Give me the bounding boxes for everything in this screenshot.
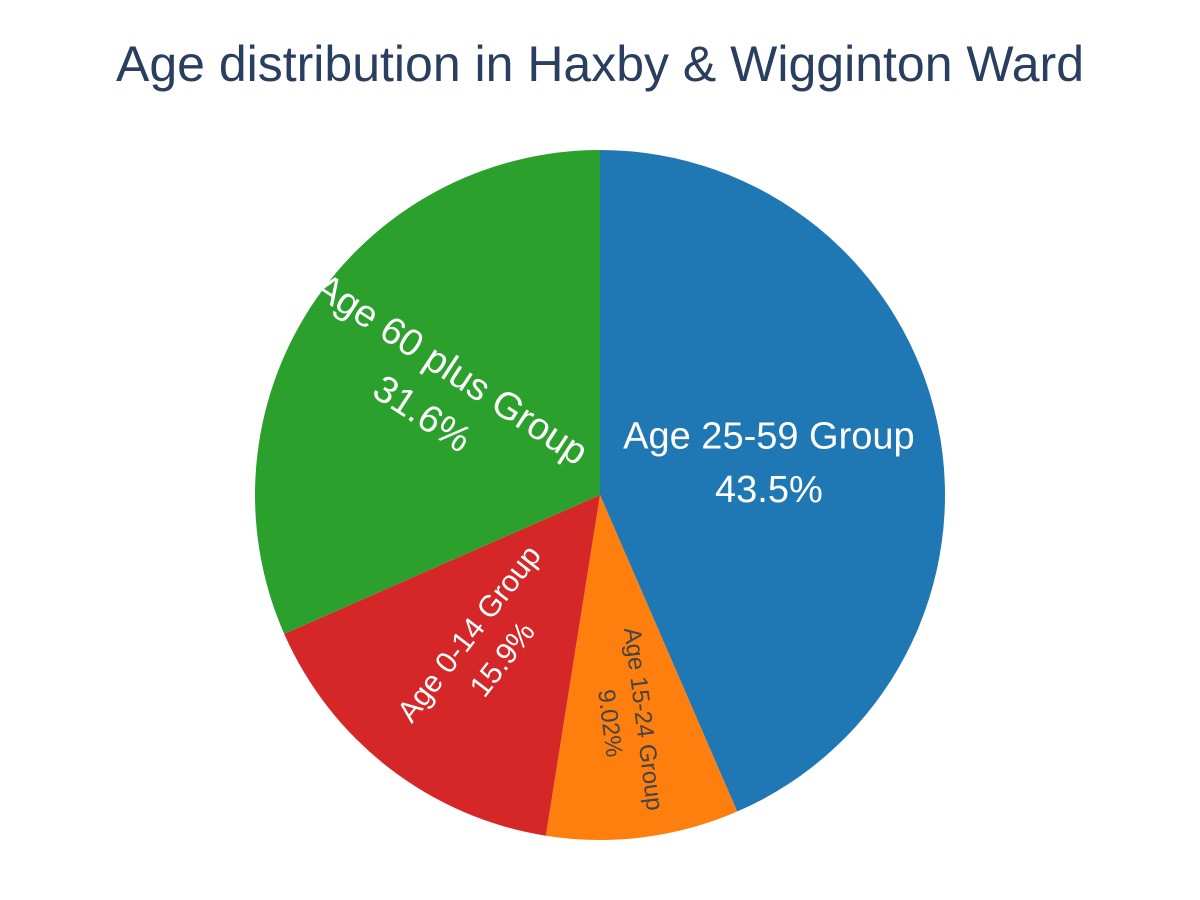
- slice-label-name: Age 25-59 Group: [623, 416, 915, 458]
- pie-slice-2[interactable]: [284, 495, 600, 836]
- chart-title: Age distribution in Haxby & Wigginton Wa…: [115, 36, 1085, 92]
- pie-slice-3[interactable]: [255, 150, 600, 634]
- slice-label-0: Age 25-59 Group 43.5%: [623, 416, 915, 511]
- pie-slice-0[interactable]: [600, 150, 946, 812]
- slice-label-percent: 43.5%: [715, 469, 823, 511]
- pie-slice-1[interactable]: [545, 495, 738, 840]
